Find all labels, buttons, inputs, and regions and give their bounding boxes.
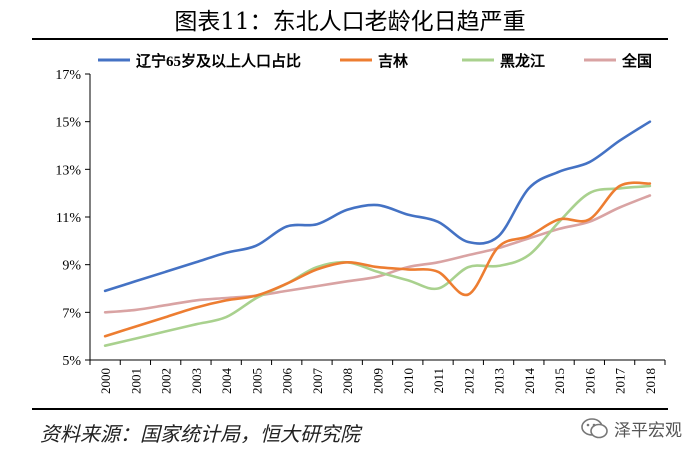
chart-legend: 辽宁65岁及以上人口占比 吉林 黑龙江 全国 [98, 52, 652, 70]
x-tick-label: 2005 [249, 368, 264, 394]
x-tick-label: 2007 [310, 368, 325, 395]
x-tick-label: 2002 [159, 368, 174, 394]
x-tick-label: 2017 [613, 368, 628, 395]
wechat-icon [581, 417, 608, 438]
source-note: 资料来源：国家统计局，恒大研究院 [40, 422, 360, 446]
x-tick-label: 2000 [98, 368, 113, 394]
bottom-rule [32, 408, 668, 410]
y-tick-label: 7% [62, 306, 81, 321]
x-tick-label: 2014 [522, 368, 537, 395]
watermark: 泽平宏观 [580, 416, 682, 441]
x-tick-label: 2013 [492, 368, 507, 394]
chart-axes: 5% 7% 9% 11% 13% 15% 17% 2000 2001 2002 2003 2004 20… [55, 68, 666, 395]
watermark-text: 泽平宏观 [614, 421, 682, 441]
legend-label-national: 全国 [621, 52, 652, 70]
x-tick-label: 2018 [643, 368, 658, 394]
series-line-national [103, 194, 652, 314]
x-tick-label: 2004 [219, 368, 234, 395]
x-tick-label: 2016 [582, 368, 597, 395]
legend-label-heilongjiang: 黑龙江 [500, 52, 545, 70]
y-tick-label: 13% [55, 163, 81, 178]
x-tick-label: 2011 [431, 368, 446, 394]
legend-label-liaoning: 辽宁65岁及以上人口占比 [136, 52, 301, 70]
y-tick-label: 11% [56, 211, 81, 226]
x-tick-label: 2010 [401, 368, 416, 394]
series-line-liaoning [103, 120, 652, 293]
y-tick-label: 15% [55, 116, 81, 131]
x-tick-label: 2008 [340, 368, 355, 394]
series-line-jilin [103, 181, 652, 338]
y-tick-label: 5% [62, 354, 81, 369]
line-chart: 辽宁65岁及以上人口占比 吉林 黑龙江 全国 5% 7% 9% 11% 13% 15% 17% 20… [55, 52, 666, 395]
x-tick-label: 2006 [280, 368, 295, 395]
chart-series [103, 120, 652, 347]
figure-title: 图表11：东北人口老龄化日趋严重 [174, 9, 526, 35]
y-tick-label: 9% [62, 259, 81, 274]
series-line-heilongjiang [103, 184, 652, 347]
top-rule [32, 38, 668, 40]
x-tick-label: 2009 [371, 368, 386, 394]
y-tick-label: 17% [55, 68, 81, 83]
x-tick-label: 2012 [461, 368, 476, 394]
x-tick-label: 2015 [552, 368, 567, 394]
legend-label-jilin: 吉林 [378, 52, 409, 70]
x-tick-label: 2001 [128, 368, 143, 394]
x-tick-label: 2003 [189, 368, 204, 394]
